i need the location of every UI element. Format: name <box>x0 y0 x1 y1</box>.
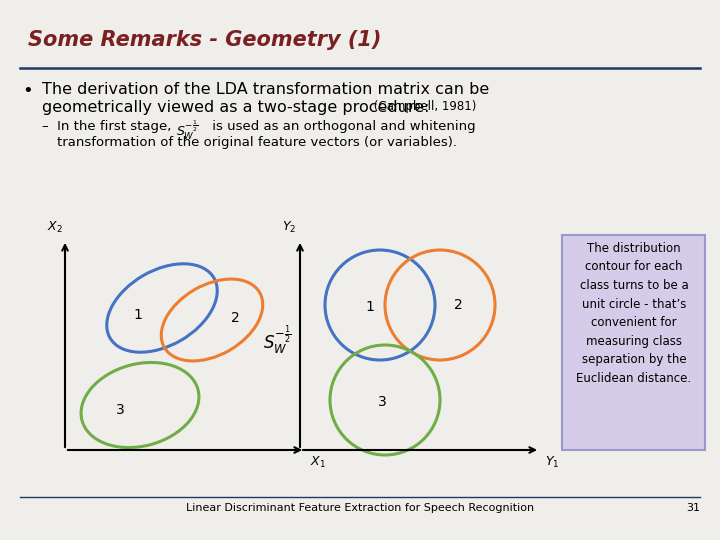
Text: $S_W^{-\frac{1}{2}}$: $S_W^{-\frac{1}{2}}$ <box>176 119 198 143</box>
Text: 3: 3 <box>377 395 387 409</box>
Text: The distribution
contour for each
class turns to be a
unit circle - that’s
conve: The distribution contour for each class … <box>577 242 692 384</box>
Text: •: • <box>22 82 32 100</box>
Text: Linear Discriminant Feature Extraction for Speech Recognition: Linear Discriminant Feature Extraction f… <box>186 503 534 513</box>
Text: $Y_2$: $Y_2$ <box>282 220 296 235</box>
Text: 1: 1 <box>366 300 374 314</box>
Text: The derivation of the LDA transformation matrix can be: The derivation of the LDA transformation… <box>42 82 490 97</box>
Text: 31: 31 <box>686 503 700 513</box>
Text: $X_1$: $X_1$ <box>310 455 326 470</box>
Text: –  In the first stage,: – In the first stage, <box>42 120 171 133</box>
Text: $Y_1$: $Y_1$ <box>545 455 559 470</box>
Text: 2: 2 <box>454 298 462 312</box>
Text: transformation of the original feature vectors (or variables).: transformation of the original feature v… <box>57 136 457 149</box>
FancyBboxPatch shape <box>562 235 705 450</box>
Text: 2: 2 <box>230 311 239 325</box>
Text: 1: 1 <box>134 308 143 322</box>
Text: (Campbell, 1981): (Campbell, 1981) <box>370 100 477 113</box>
Text: Some Remarks - Geometry (1): Some Remarks - Geometry (1) <box>28 30 382 50</box>
Text: $S_W^{-\frac{1}{2}}$: $S_W^{-\frac{1}{2}}$ <box>263 323 292 356</box>
Text: 3: 3 <box>116 403 125 417</box>
Text: geometrically viewed as a two-stage procedure:: geometrically viewed as a two-stage proc… <box>42 100 430 115</box>
Text: $X_2$: $X_2$ <box>47 220 63 235</box>
Text: is used as an orthogonal and whitening: is used as an orthogonal and whitening <box>208 120 476 133</box>
